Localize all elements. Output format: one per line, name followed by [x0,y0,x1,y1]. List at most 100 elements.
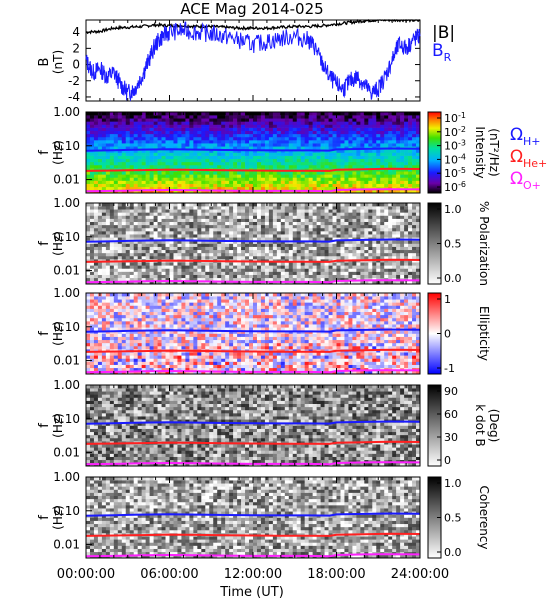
heatmap-cell [173,240,178,244]
heatmap-cell [185,206,190,210]
heatmap-cell [332,224,337,229]
heatmap-cell [380,189,385,194]
heatmap-cell [125,277,131,282]
heatmap-cell [324,237,329,241]
heatmap-cell [384,149,389,153]
heatmap-cell [412,177,417,181]
heatmap-cell [396,130,401,135]
heatmap-cell [141,158,146,163]
heatmap-cell [93,299,99,303]
heatmap-cell [233,255,238,260]
heatmap-cell [380,115,385,119]
heatmap-cell [149,227,154,232]
heatmap-cell [225,209,230,213]
heatmap-cell [392,274,397,279]
heatmap-cell [86,321,91,325]
heatmap-cell [320,143,325,147]
heatmap-cell [173,218,178,222]
heatmap-cell [145,262,150,266]
heatmap-cell [157,345,162,350]
heatmap-cell [161,293,166,297]
y-tick-label: 0 [72,58,80,72]
heatmap-cell [400,152,405,156]
heatmap-cell [229,212,234,216]
heatmap-cell [388,231,393,235]
heatmap-cell [225,277,230,282]
heatmap-cell [113,155,119,160]
heatmap-cell [157,112,162,116]
heatmap-cell [376,206,381,210]
heatmap-cell [121,299,127,303]
heatmap-cell [256,206,262,210]
heatmap-cell [93,164,99,169]
heatmap-cell [109,367,115,372]
heatmap-cell [241,180,246,184]
heatmap-cell [340,121,345,125]
heatmap-cell [364,143,369,147]
heatmap-cell [209,155,214,160]
heatmap-cell [348,186,353,191]
heatmap-cell [352,246,357,251]
heatmap-cell [86,243,91,247]
heatmap-cell [364,115,369,119]
heatmap-cell [157,177,162,181]
heatmap-cell [153,221,158,226]
heatmap-cell [133,174,138,178]
heatmap-cell [233,127,238,131]
heatmap-cell [181,240,186,244]
heatmap-cell [157,186,162,191]
heatmap-cell [129,358,135,362]
heatmap-cell [185,155,190,160]
heatmap-cell [161,327,166,331]
heatmap-cell [169,271,174,275]
heatmap-cell [133,152,138,156]
heatmap-cell [86,336,91,341]
heatmap-cell [205,231,210,235]
heatmap-cell [392,136,397,141]
heatmap-cell [416,189,421,194]
heatmap-cell [149,133,154,138]
heatmap-cell [284,133,290,138]
heatmap-cell [304,206,309,210]
heatmap-cell [340,189,345,194]
heatmap-cell [117,112,123,116]
heatmap-cell [368,252,373,257]
heatmap-cell [249,127,254,131]
heatmap-cell [113,246,119,251]
heatmap-cell [372,124,377,128]
heatmap-cell [396,271,401,275]
heatmap-cell [245,209,250,213]
heatmap-cell [304,174,309,178]
heatmap-cell [348,224,353,229]
heatmap-cell [201,262,206,266]
heatmap-cell [312,274,317,279]
heatmap-cell [400,274,405,279]
heatmap-cell [105,118,111,122]
heatmap-cell [340,124,345,128]
heatmap-cell [161,212,166,216]
heatmap-cell [185,277,190,282]
heatmap-cell [237,277,242,282]
heatmap-cell [284,146,290,150]
heatmap-cell [237,171,242,175]
heatmap-cell [312,112,317,116]
heatmap-cell [320,268,325,272]
heatmap-cell [272,127,278,131]
heatmap-cell [101,252,107,257]
heatmap-cell [109,177,115,181]
heatmap-cell [241,133,246,138]
heatmap-cell [340,262,345,266]
heatmap-cell [129,215,135,219]
heatmap-cell [300,246,305,251]
heatmap-cell [197,252,202,257]
heatmap-cell [177,133,182,138]
heatmap-cell [253,183,258,188]
heatmap-cell [101,115,107,119]
heatmap-cell [253,140,258,144]
heatmap-cell [260,115,266,119]
heatmap-cell [86,127,91,131]
heatmap-cell [268,265,274,269]
heatmap-cell [177,206,182,210]
heatmap-cell [165,127,170,131]
heatmap-cell [173,115,178,119]
